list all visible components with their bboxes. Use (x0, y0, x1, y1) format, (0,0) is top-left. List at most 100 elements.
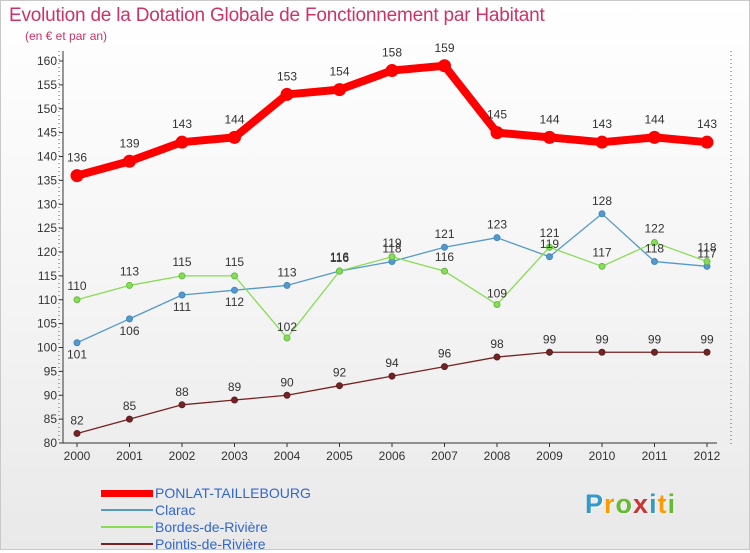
data-point-pointis (598, 348, 606, 356)
data-label-clarac: 118 (382, 242, 401, 256)
data-point-clarac (73, 339, 81, 347)
x-tick-label: 2001 (116, 449, 143, 463)
y-tick-label: 110 (38, 293, 57, 307)
data-label-bordes: 110 (67, 279, 86, 293)
data-label-bordes: 113 (120, 264, 139, 278)
logo-letter: i (667, 489, 677, 519)
data-point-ponlat (385, 64, 399, 78)
data-point-bordes (493, 301, 501, 309)
data-point-clarac (651, 258, 658, 266)
x-tick-label: 2005 (326, 449, 353, 463)
data-label-ponlat: 143 (697, 117, 717, 131)
data-point-ponlat (648, 130, 661, 144)
legend-swatch-ponlat (101, 490, 153, 497)
data-label-clarac: 112 (225, 295, 244, 309)
data-label-bordes: 115 (172, 255, 191, 269)
data-point-bordes (546, 243, 553, 251)
chart-subtitle: (en € et par an) (25, 29, 108, 43)
data-label-ponlat: 144 (644, 112, 664, 126)
proxiti-logo: Proxiti (585, 489, 676, 520)
data-point-ponlat (438, 59, 451, 73)
series-layer (70, 59, 714, 437)
data-label-bordes: 116 (435, 250, 454, 264)
y-tick-label: 80 (44, 436, 58, 450)
y-tick-label: 95 (44, 364, 58, 378)
data-point-ponlat (123, 154, 136, 168)
legend-swatch-clarac (101, 509, 153, 511)
data-label-bordes: 122 (644, 221, 664, 235)
legend-label-clarac: Clarac (155, 502, 196, 518)
data-point-bordes (651, 238, 658, 246)
data-label-ponlat: 139 (119, 136, 139, 150)
data-point-pointis (493, 353, 501, 361)
data-label-pointis: 96 (438, 347, 452, 361)
y-tick-label: 85 (44, 412, 58, 426)
legend-swatch-pointis (101, 543, 153, 545)
data-point-bordes (283, 334, 291, 342)
data-label-bordes: 109 (487, 287, 507, 301)
data-point-clarac (493, 234, 501, 242)
y-tick-label: 130 (37, 197, 57, 211)
data-point-ponlat (700, 135, 714, 149)
data-point-ponlat (543, 130, 556, 144)
y-tick-label: 155 (37, 78, 57, 92)
data-label-ponlat: 143 (592, 117, 612, 131)
data-label-clarac: 119 (540, 237, 559, 251)
data-label-clarac: 118 (645, 242, 664, 256)
data-label-clarac: 117 (697, 246, 716, 260)
data-point-clarac (283, 281, 291, 289)
legend-label-ponlat: PONLAT-TAILLEBOURG (155, 485, 311, 501)
logo-letter: x (633, 489, 650, 519)
data-point-bordes (73, 296, 81, 304)
data-point-bordes (336, 267, 343, 275)
data-point-pointis (441, 363, 448, 371)
data-point-ponlat (333, 83, 346, 97)
data-labels: 136 139 143 144 153 154 158 159 145 144 143 144 143 1… (67, 41, 717, 428)
data-label-pointis: 82 (70, 413, 84, 427)
data-label-ponlat: 153 (277, 69, 297, 83)
data-point-ponlat (175, 135, 189, 149)
data-label-pointis: 99 (648, 332, 662, 346)
data-point-bordes (598, 262, 606, 270)
data-label-clarac: 111 (173, 300, 192, 314)
y-tick-label: 135 (37, 173, 57, 187)
data-label-pointis: 99 (595, 332, 609, 346)
data-label-ponlat: 144 (539, 112, 559, 126)
x-tick-label: 2004 (274, 449, 301, 463)
data-point-bordes (441, 267, 448, 275)
logo-letter: i (649, 489, 658, 519)
x-tick-label: 2010 (589, 449, 616, 463)
data-label-bordes: 118 (697, 241, 716, 255)
y-tick-label: 120 (37, 245, 57, 259)
x-tick-label: 2009 (536, 449, 563, 463)
legend-label-pointis: Pointis-de-Rivière (155, 536, 266, 552)
data-point-clarac (598, 210, 606, 218)
data-label-pointis: 92 (333, 366, 347, 380)
data-label-clarac: 106 (119, 324, 139, 338)
series-pointis (73, 348, 711, 437)
data-point-pointis (231, 396, 238, 404)
data-point-bordes (388, 253, 396, 261)
data-label-ponlat: 154 (329, 65, 349, 79)
data-point-clarac (126, 315, 133, 323)
data-point-ponlat (595, 135, 609, 149)
logo-letter: P (585, 489, 605, 519)
data-point-bordes (703, 258, 711, 266)
x-tick-label: 2002 (169, 449, 196, 463)
data-point-clarac (178, 291, 186, 299)
x-tick-label: 2000 (64, 449, 91, 463)
data-label-bordes: 102 (277, 320, 297, 334)
data-point-pointis (178, 401, 186, 409)
y-tick-label: 140 (37, 150, 57, 164)
y-tick-label: 90 (44, 388, 58, 402)
chart-title: Evolution de la Dotation Globale de Fonc… (9, 5, 545, 26)
series-bordes (73, 238, 711, 342)
data-point-pointis (336, 382, 343, 390)
logo-letter: r (604, 489, 616, 519)
x-tick-label: 2012 (694, 449, 721, 463)
legend-label-bordes: Bordes-de-Rivière (155, 519, 268, 535)
data-label-pointis: 94 (385, 356, 399, 370)
data-label-pointis: 89 (228, 380, 242, 394)
data-label-pointis: 99 (543, 332, 557, 346)
